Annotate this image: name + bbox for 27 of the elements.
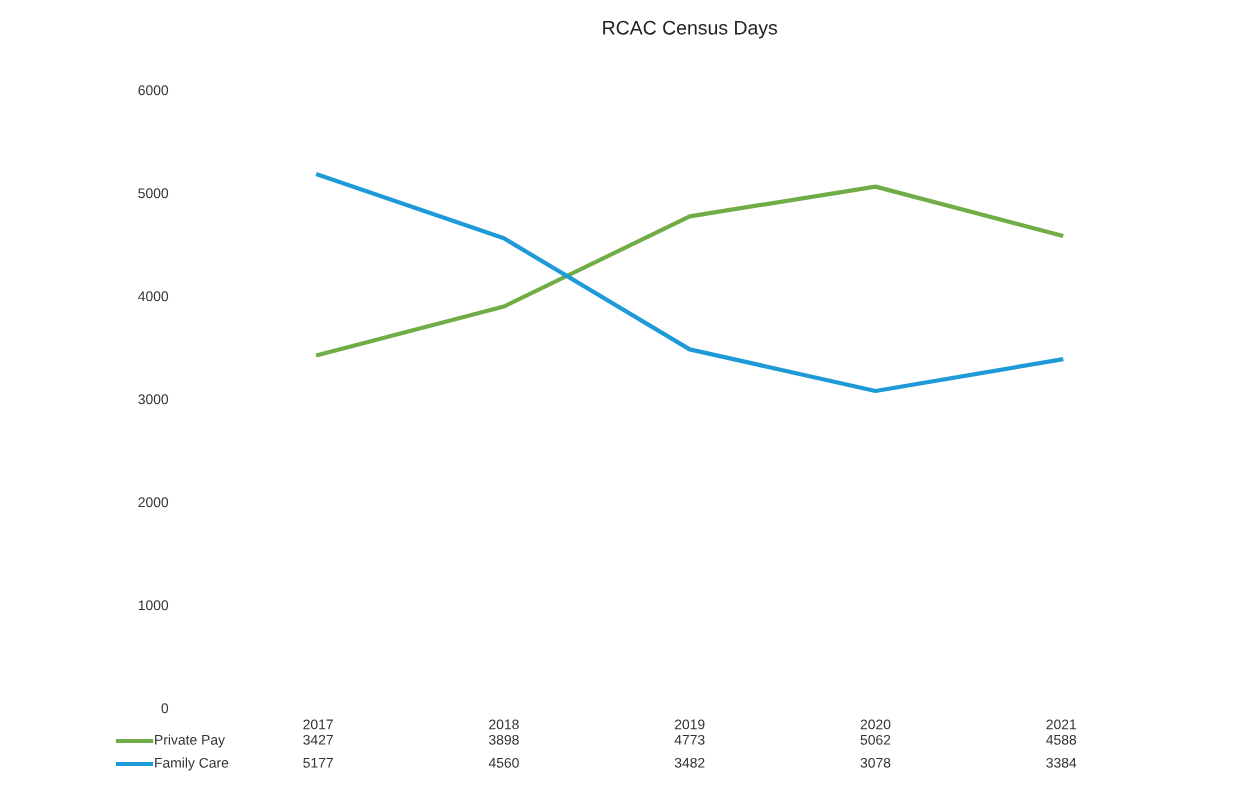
x-tick-label: 2021 [1046,719,1077,730]
data-label: 5062 [860,734,891,745]
x-tick-label: 2017 [303,719,333,730]
x-tick-label: 2020 [860,719,891,730]
y-tick-label: 3000 [138,394,169,405]
x-tick-label: 2018 [489,719,519,730]
data-label: 3384 [1046,757,1077,768]
legend-label: Private Pay [155,734,225,748]
data-label: 4588 [1046,734,1077,745]
data-label: 4560 [488,757,519,768]
data-label: 3078 [860,757,891,768]
data-label: 3482 [674,757,705,768]
y-tick-label: 5000 [138,188,169,199]
data-label: 3898 [489,734,519,745]
chart-title: RCAC Census Days [603,20,778,39]
line-series [316,184,1064,358]
y-tick-label: 0 [161,703,169,714]
data-label: 3427 [303,734,333,745]
y-tick-label: 4000 [138,291,169,302]
y-tick-label: 6000 [138,85,169,96]
x-tick-label: 2019 [674,719,705,730]
line-series [316,172,1064,394]
data-label: 4773 [674,734,705,745]
y-tick-label: 1000 [138,600,169,611]
y-tick-label: 2000 [138,497,169,508]
legend-label: Family Care [155,757,229,771]
data-label: 5177 [303,758,333,768]
